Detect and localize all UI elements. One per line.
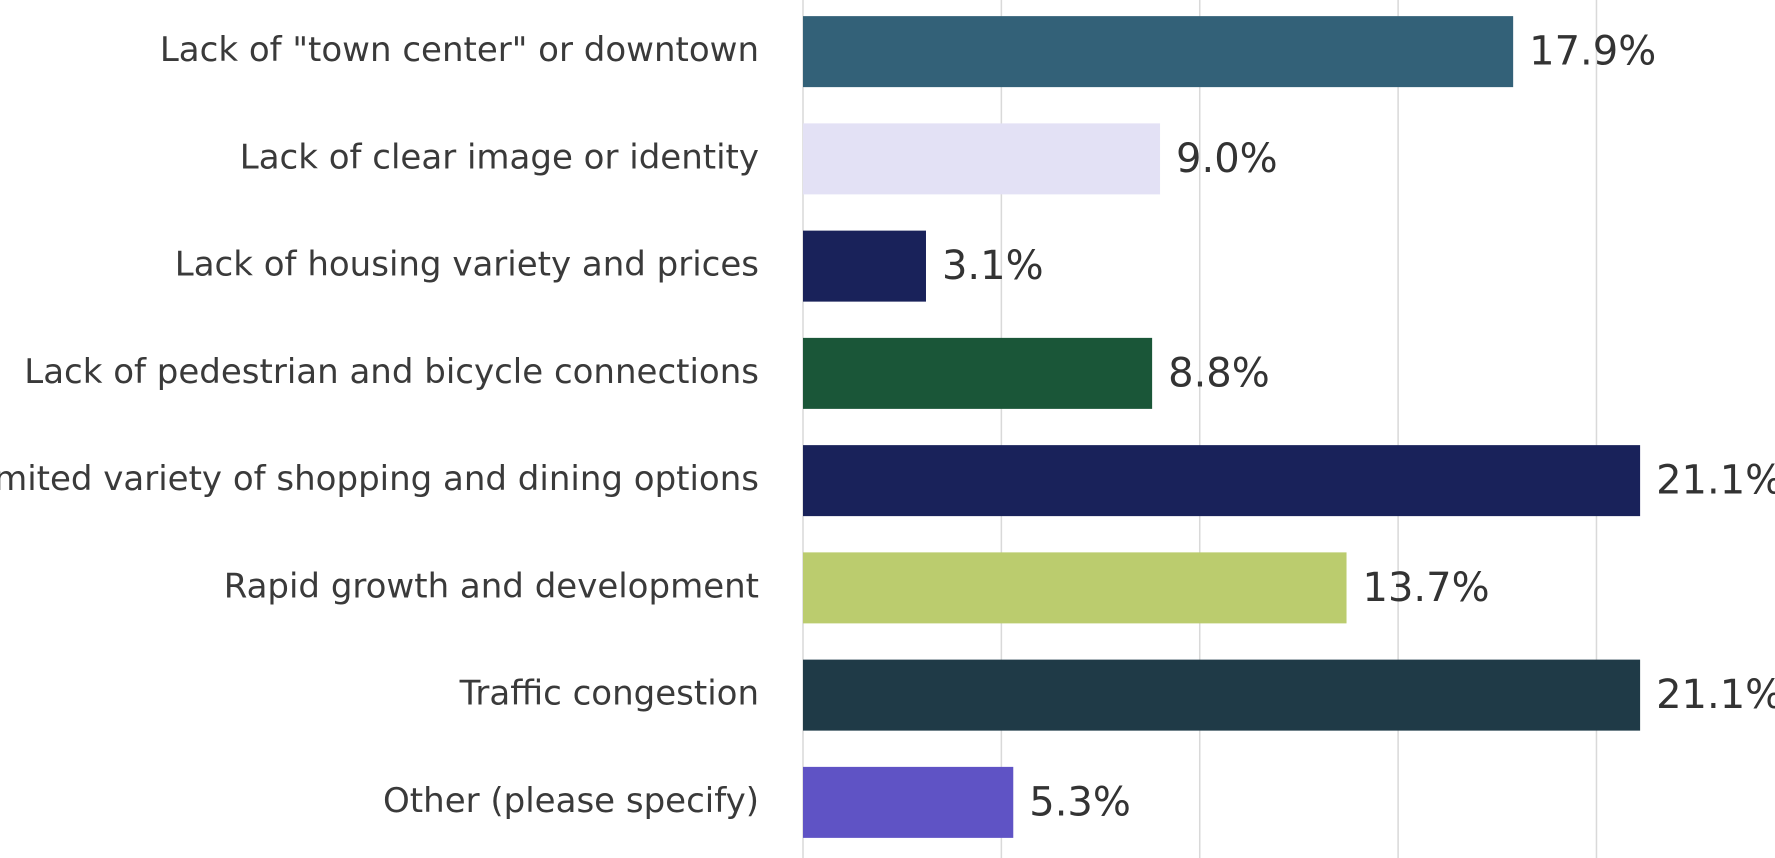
value-label: 8.8% <box>1168 350 1270 396</box>
category-label: Lack of pedestrian and bicycle connectio… <box>24 352 759 392</box>
bar <box>803 445 1641 517</box>
bar <box>803 123 1161 195</box>
category-label: Lack of clear image or identity <box>240 137 759 177</box>
value-label: 9.0% <box>1176 136 1278 182</box>
category-label: Limited variety of shopping and dining o… <box>0 459 759 499</box>
category-label: Lack of housing variety and prices <box>175 245 759 285</box>
value-label: 13.7% <box>1363 565 1490 611</box>
bar <box>803 659 1641 731</box>
bar <box>803 337 1153 409</box>
category-label: Traffic congestion <box>459 674 759 714</box>
value-label: 21.1% <box>1656 458 1775 504</box>
value-label: 3.1% <box>942 243 1044 289</box>
bar <box>803 230 926 302</box>
bar <box>803 552 1347 624</box>
bar <box>803 766 1014 838</box>
category-label: Other (please specify) <box>383 781 759 821</box>
category-label: Rapid growth and development <box>224 566 759 606</box>
value-label: 21.1% <box>1656 672 1775 718</box>
value-label: 5.3% <box>1029 779 1131 825</box>
value-label: 17.9% <box>1529 29 1656 75</box>
bar <box>803 16 1514 88</box>
category-label: Lack of "town center" or downtown <box>160 30 759 70</box>
